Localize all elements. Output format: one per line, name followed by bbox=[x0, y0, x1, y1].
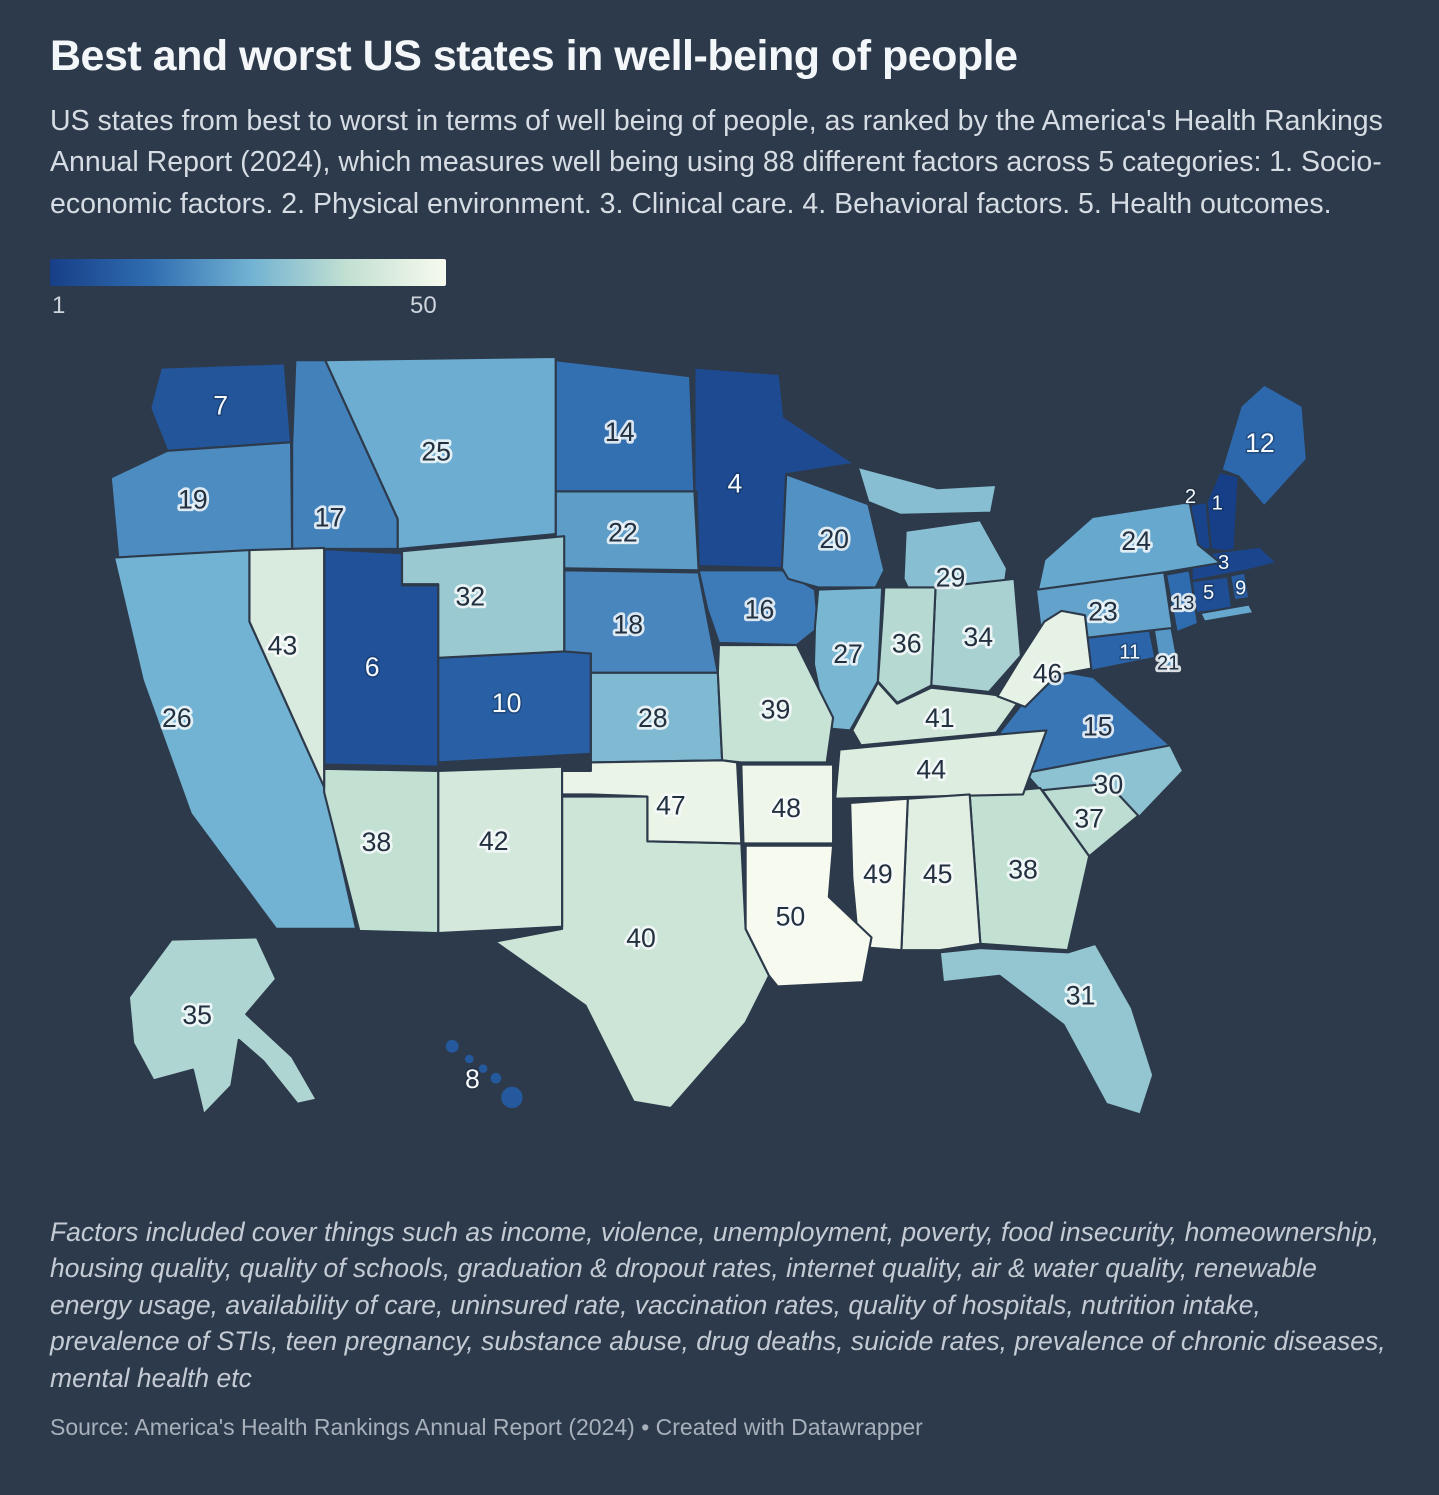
state-rank-label: 47 bbox=[656, 790, 686, 820]
state-rank-label: 43 bbox=[267, 630, 297, 660]
state-ok[interactable] bbox=[560, 758, 742, 845]
source-line: Source: America's Health Rankings Annual… bbox=[50, 1414, 923, 1441]
state-rank-label: 45 bbox=[922, 859, 952, 889]
state-mt[interactable] bbox=[323, 355, 557, 550]
legend-max-label: 50 bbox=[410, 291, 437, 319]
state-la[interactable] bbox=[744, 844, 873, 988]
state-rank-label: 29 bbox=[935, 562, 965, 592]
state-ak[interactable] bbox=[127, 935, 318, 1116]
state-rank-label: 8 bbox=[465, 1063, 480, 1093]
state-rank-label: 16 bbox=[744, 594, 774, 624]
state-rank-label: 17 bbox=[314, 502, 344, 532]
state-nj[interactable] bbox=[1164, 568, 1199, 633]
us-map-svg: 1234567891011121314151617181920212223242… bbox=[109, 355, 1308, 1116]
us-choropleth-map: 1 2 3 4 5 6 7 8 9 10 11 12 13 14 15 16 17 18 19 20 21 22 23 24 2… bbox=[50, 342, 1389, 1170]
state-rank-label: 4 bbox=[727, 468, 742, 498]
chart-title: Best and worst US states in well-being o… bbox=[50, 32, 1018, 80]
infographic-root: Best and worst US states in well-being o… bbox=[50, 32, 1389, 1441]
state-rank-label: 27 bbox=[833, 639, 863, 669]
state-ms[interactable] bbox=[848, 797, 909, 951]
state-nm[interactable] bbox=[436, 765, 563, 934]
state-rank-label: 25 bbox=[421, 436, 451, 466]
state-rank-label: 40 bbox=[626, 923, 656, 953]
state-rank-label: 38 bbox=[1008, 854, 1038, 884]
legend-min-label: 1 bbox=[52, 291, 66, 319]
state-rank-label: 44 bbox=[916, 754, 946, 784]
state-wv[interactable] bbox=[995, 609, 1092, 708]
state-me[interactable] bbox=[1219, 383, 1308, 507]
state-rank-label: 36 bbox=[891, 628, 921, 658]
state-rank-label: 20 bbox=[819, 523, 849, 553]
state-hi[interactable] bbox=[443, 1037, 525, 1110]
state-rank-label: 3 bbox=[1217, 552, 1228, 574]
state-ma[interactable] bbox=[1190, 545, 1278, 582]
state-rank-label: 26 bbox=[162, 703, 192, 733]
legend-gradient-bar bbox=[50, 258, 446, 286]
state-rank-label: 9 bbox=[1235, 577, 1246, 599]
state-rank-label: 2 bbox=[1184, 485, 1195, 507]
state-rank-label: 15 bbox=[1082, 711, 1112, 741]
state-ri[interactable] bbox=[1228, 570, 1250, 601]
state-or[interactable] bbox=[109, 440, 293, 559]
state-rank-label: 46 bbox=[1032, 658, 1062, 688]
state-rank-label: 7 bbox=[213, 390, 228, 420]
state-wi[interactable] bbox=[780, 472, 885, 589]
state-rank-label: 28 bbox=[637, 703, 667, 733]
state-rank-label: 1 bbox=[1211, 492, 1222, 514]
state-rank-label: 14 bbox=[604, 417, 634, 447]
state-rank-label: 6 bbox=[364, 652, 379, 682]
state-rank-label: 23 bbox=[1088, 596, 1118, 626]
state-rank-label: 39 bbox=[760, 694, 790, 724]
state-rank-label: 21 bbox=[1156, 652, 1179, 674]
state-rank-label: 34 bbox=[963, 622, 993, 652]
state-il[interactable] bbox=[812, 585, 883, 731]
color-legend: 1 50 bbox=[50, 258, 450, 326]
state-rank-label: 37 bbox=[1074, 803, 1104, 833]
state-rank-label: 32 bbox=[455, 581, 485, 611]
state-rank-label: 13 bbox=[1171, 592, 1194, 614]
state-rank-label: 42 bbox=[478, 825, 508, 855]
state-mo[interactable] bbox=[716, 643, 834, 764]
state-tn[interactable] bbox=[833, 728, 1048, 800]
state-rank-label: 24 bbox=[1121, 526, 1151, 556]
state-rank-label: 10 bbox=[491, 688, 521, 718]
state-az[interactable] bbox=[322, 767, 439, 934]
state-rank-label: 11 bbox=[1119, 641, 1140, 663]
state-rank-label: 41 bbox=[924, 703, 954, 733]
state-rank-label: 30 bbox=[1093, 769, 1123, 799]
state-rank-label: 38 bbox=[361, 826, 391, 856]
state-rank-label: 49 bbox=[863, 859, 893, 889]
state-rank-label: 18 bbox=[613, 609, 643, 639]
state-nv[interactable] bbox=[247, 546, 325, 788]
state-rank-label: 22 bbox=[608, 517, 638, 547]
state-ny[interactable] bbox=[1036, 500, 1255, 623]
state-ar[interactable] bbox=[739, 763, 834, 845]
state-rank-label: 48 bbox=[771, 792, 801, 822]
state-rank-label: 35 bbox=[182, 999, 212, 1029]
state-fl[interactable] bbox=[938, 942, 1154, 1116]
state-rank-label: 50 bbox=[775, 901, 805, 931]
state-rank-label: 5 bbox=[1203, 582, 1214, 604]
state-wy[interactable] bbox=[400, 534, 565, 659]
state-rank-label: 12 bbox=[1245, 427, 1275, 457]
legend-labels: 1 50 bbox=[50, 292, 450, 326]
state-rank-label: 19 bbox=[178, 484, 208, 514]
state-ky[interactable] bbox=[850, 680, 1022, 746]
footnote: Factors included cover things such as in… bbox=[50, 1216, 1386, 1393]
chart-subtitle: US states from best to worst in terms of… bbox=[50, 105, 1383, 220]
state-rank-label: 31 bbox=[1065, 980, 1095, 1010]
